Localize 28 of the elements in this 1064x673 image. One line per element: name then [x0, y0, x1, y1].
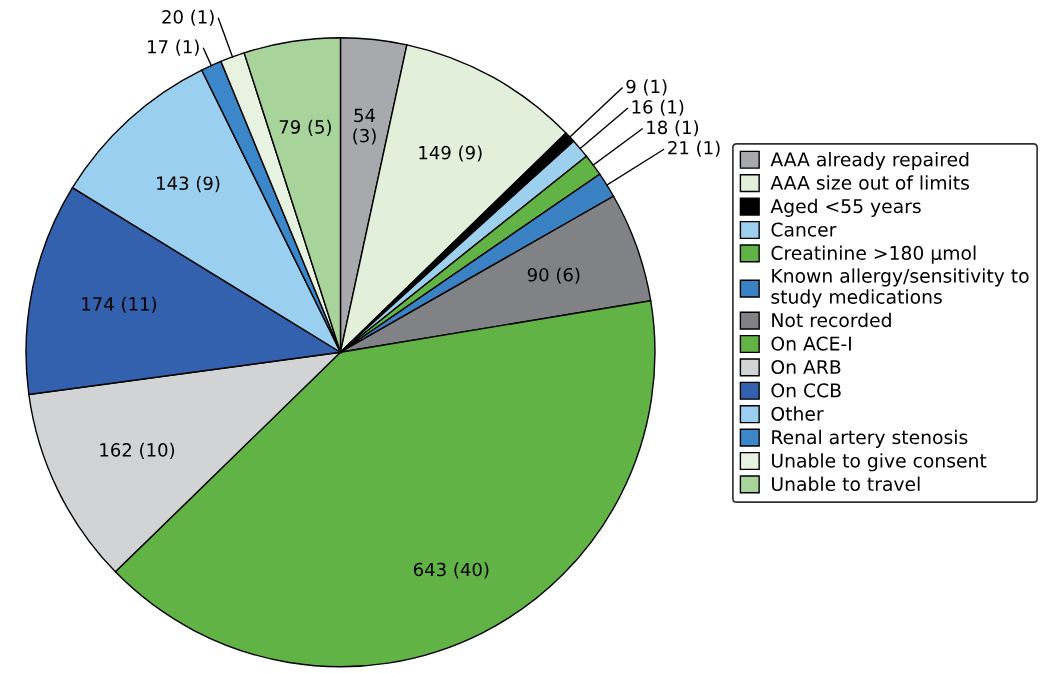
data-label: 149 (9) — [419, 145, 482, 162]
legend-label: On ARB — [771, 359, 841, 375]
data-label: 18 (1) — [647, 120, 699, 137]
legend-label: Unable to travel — [772, 476, 920, 492]
legend-label: Aged <55 years — [770, 198, 921, 217]
legend-label: Cancer — [771, 222, 837, 237]
legend-label: Other — [771, 406, 824, 421]
legend-label: Unable to give consent — [772, 453, 987, 472]
data-label: 21 (1) — [668, 140, 720, 157]
data-label: 16 (1) — [632, 99, 684, 116]
legend-label: Creatinine >180 µmol — [771, 245, 976, 264]
legend-label: AAA size out of limits — [770, 175, 969, 190]
data-label: 90 (6) — [527, 267, 580, 284]
legend-label: Not recorded — [772, 312, 891, 328]
legend-label: AAA already repaired — [770, 151, 969, 171]
data-label: 162 (10) — [100, 442, 175, 459]
legend-label: On ACE-I — [771, 336, 851, 351]
legend-label: Known allergy/sensitivity to study medications — [771, 268, 1029, 308]
data-label: 54 (3) — [353, 108, 376, 145]
data-label: 174 (11) — [82, 296, 156, 313]
data-label: 17 (1) — [148, 39, 199, 56]
data-label: 20 (1) — [162, 9, 214, 26]
legend-label: On CCB — [771, 383, 841, 398]
data-label: 643 (40) — [413, 562, 489, 579]
legend-label: Renal artery stenosis — [772, 429, 968, 448]
data-label: 143 (9) — [157, 176, 220, 193]
data-label: 79 (5) — [279, 119, 331, 136]
data-label: 9 (1) — [626, 79, 667, 96]
